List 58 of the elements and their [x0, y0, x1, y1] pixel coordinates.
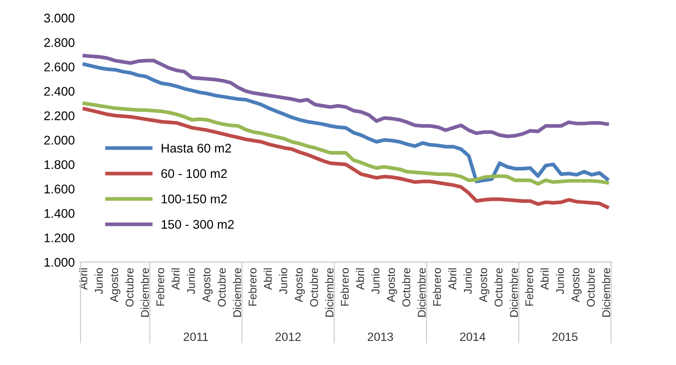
- y-tick-label: 2.800: [44, 38, 74, 47]
- line-series: [82, 107, 609, 209]
- x-tick-label: Febrero: [340, 268, 349, 306]
- x-tick-label: Agosto: [387, 268, 398, 302]
- x-tick-label: Junio: [186, 268, 195, 294]
- x-tick-label: Diciembre: [417, 268, 426, 317]
- y-tick-label: 2.200: [44, 111, 74, 120]
- text: 2015: [552, 332, 578, 341]
- x-tick-label: Abril: [171, 268, 180, 290]
- y-tick-label: 1.200: [44, 233, 74, 242]
- x-tick-label: Agosto: [479, 268, 490, 302]
- text: 2013: [368, 332, 393, 341]
- x-tick-label: Febrero: [156, 268, 164, 306]
- y-tick-label: 3.000: [44, 14, 74, 23]
- line-series: [82, 102, 609, 186]
- legend-label: 60 - 100 m2: [161, 169, 227, 178]
- x-tick-label: Febrero: [248, 268, 256, 306]
- x-tick-label: Octubre: [494, 268, 503, 307]
- y-tick-label: 2.600: [44, 62, 74, 72]
- x-tick-label: Octubre: [310, 268, 318, 307]
- x-tick-label: Octubre: [402, 268, 410, 307]
- x-tick-label: Junio: [279, 268, 288, 294]
- y-tick-label: 2.000: [44, 136, 74, 145]
- x-tick-label: Diciembre: [232, 268, 242, 317]
- x-tick-label: Diciembre: [140, 268, 149, 317]
- x-tick-label: Octubre: [586, 268, 595, 307]
- legend-label: Hasta 60 m2: [162, 144, 231, 153]
- legend-label: 100-150 m2: [162, 194, 227, 204]
- y-tick-label: 1.000: [44, 258, 74, 267]
- y-tick-label: 1.600: [44, 184, 74, 194]
- x-tick-label: Diciembre: [510, 268, 518, 317]
- x-tick-label: Abril: [540, 268, 549, 290]
- x-tick-label: Abril: [448, 268, 456, 290]
- x-tick-label: Febrero: [525, 268, 534, 306]
- text: 2012: [276, 332, 301, 341]
- x-tick-label: Agosto: [294, 268, 305, 302]
- x-tick-label: Agosto: [572, 268, 582, 302]
- y-tick-label: 2.400: [44, 86, 74, 96]
- x-tick-label: Abril: [356, 268, 364, 290]
- x-tick-label: Octubre: [125, 268, 134, 307]
- x-tick-label: Junio: [556, 268, 564, 294]
- legend-label: 150 - 300 m2: [162, 220, 234, 229]
- x-tick-label: Junio: [94, 268, 103, 294]
- line-series: [82, 62, 609, 184]
- y-tick-label: 1.800: [44, 160, 74, 170]
- x-tick-label: Agosto: [202, 268, 213, 302]
- line-series: [82, 54, 609, 138]
- x-tick-label: Diciembre: [602, 268, 610, 317]
- x-tick-label: Agosto: [110, 268, 120, 302]
- y-tick-label: 1.400: [44, 209, 74, 218]
- x-tick-label: Octubre: [218, 268, 226, 307]
- x-tick-label: Febrero: [432, 268, 442, 306]
- text: 2011: [184, 332, 208, 341]
- x-tick-label: Abril: [264, 268, 272, 290]
- x-tick-label: Junio: [371, 268, 380, 294]
- x-tick-label: Junio: [464, 268, 472, 294]
- text: 2014: [460, 332, 486, 341]
- x-tick-label: Diciembre: [325, 268, 334, 317]
